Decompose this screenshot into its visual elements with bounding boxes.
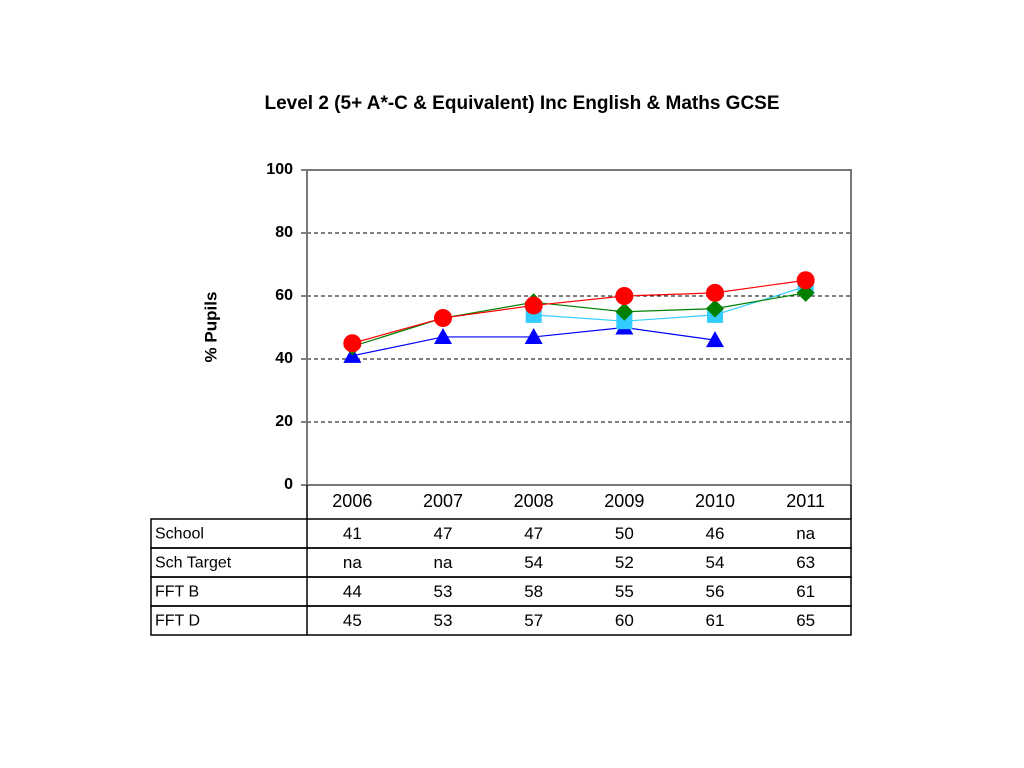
table-value: na — [434, 553, 453, 572]
y-axis-label: % Pupils — [201, 292, 220, 363]
legend-entry: School — [155, 526, 204, 543]
marker — [796, 283, 815, 302]
marker — [615, 302, 634, 321]
table-value: 54 — [706, 553, 725, 572]
y-tick-label: 20 — [275, 413, 293, 430]
table-value: 61 — [706, 611, 725, 630]
table-value: 54 — [524, 553, 543, 572]
table-row — [150, 605, 852, 636]
table-value: 47 — [524, 524, 543, 543]
marker — [343, 334, 362, 353]
table-value: na — [343, 553, 362, 572]
table-value: 50 — [615, 524, 634, 543]
marker — [524, 327, 543, 344]
x-tick-label: 2011 — [786, 491, 825, 511]
series-line — [533, 285, 806, 322]
x-tick-label: 2008 — [514, 491, 554, 511]
legend-entry: FFT B — [155, 584, 199, 601]
marker — [706, 299, 724, 318]
table-value: 60 — [615, 611, 634, 630]
table-value: 61 — [796, 582, 815, 601]
marker — [706, 283, 724, 302]
table-value: 44 — [343, 582, 362, 601]
y-tick-label: 40 — [275, 350, 293, 367]
table-value: na — [796, 524, 815, 543]
table-value: 58 — [524, 582, 543, 601]
chart-title: Level 2 (5+ A*-C & Equivalent) Inc Engli… — [264, 93, 780, 114]
marker — [524, 296, 543, 315]
marker — [615, 287, 634, 305]
y-tick-label: 60 — [275, 287, 293, 304]
table-value: 46 — [706, 524, 725, 543]
marker — [706, 331, 724, 348]
table-value: 53 — [434, 611, 453, 630]
table-value: 52 — [615, 553, 634, 572]
table-value: 55 — [615, 582, 634, 601]
y-tick-label: 100 — [266, 161, 293, 178]
table-value: 56 — [706, 582, 725, 601]
x-tick-label: 2007 — [423, 491, 463, 511]
y-tick-label: 0 — [284, 476, 293, 493]
table-value: 41 — [343, 524, 362, 543]
x-tick-label: 2006 — [332, 491, 372, 511]
series-line — [352, 279, 806, 344]
marker — [796, 271, 815, 290]
marker — [434, 309, 452, 328]
y-tick-label: 80 — [275, 224, 293, 241]
marker — [434, 327, 452, 344]
table-value: 63 — [796, 553, 815, 572]
table-row — [150, 547, 852, 578]
table-row — [150, 576, 852, 607]
legend-entry: Sch Target — [155, 555, 232, 572]
table-value: 45 — [343, 611, 362, 630]
legend-entry: FFT D — [155, 613, 200, 630]
marker — [616, 313, 633, 330]
table-value: 57 — [524, 611, 543, 630]
table-value: 47 — [434, 524, 453, 543]
x-tick-label: 2010 — [695, 491, 735, 511]
plot-frame — [306, 169, 852, 486]
table-row — [150, 518, 852, 549]
table-value: 65 — [796, 611, 815, 630]
table-value: 53 — [434, 582, 453, 601]
x-tick-label: 2009 — [604, 491, 644, 511]
